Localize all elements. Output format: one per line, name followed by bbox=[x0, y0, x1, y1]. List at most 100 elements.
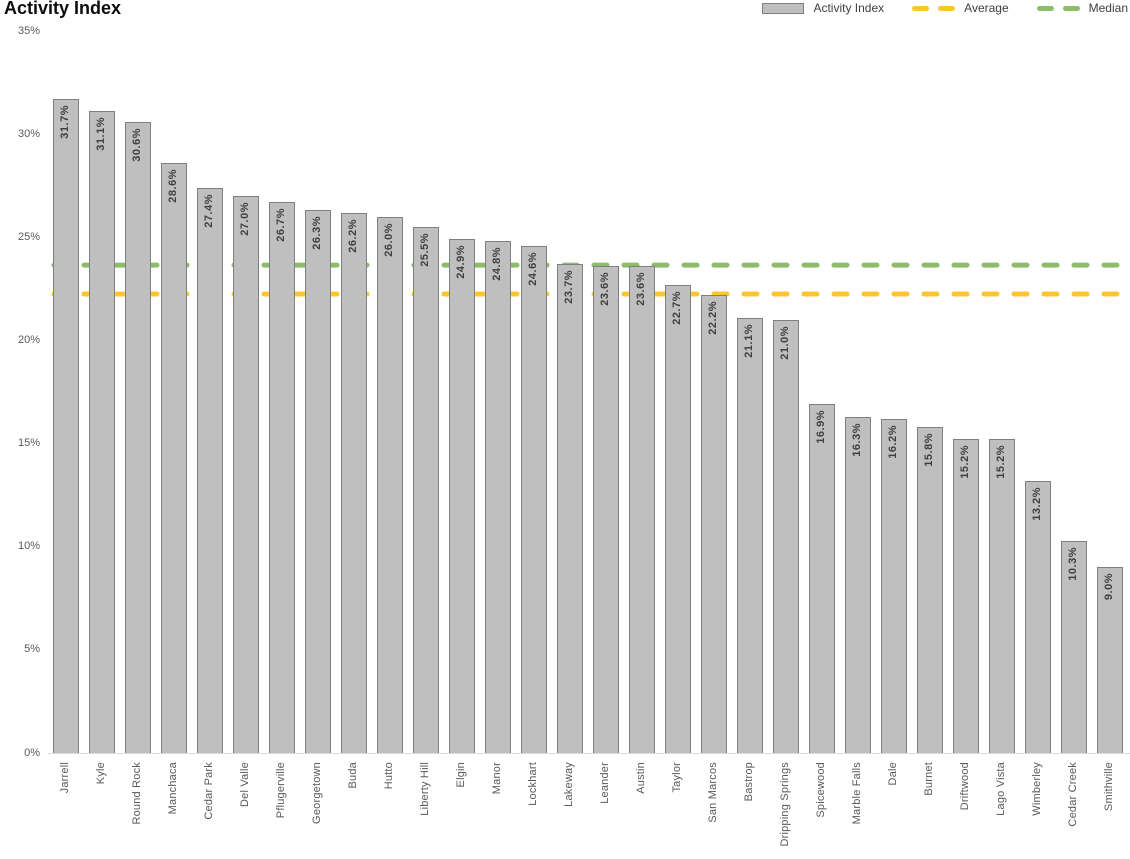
category-label: Burnet bbox=[922, 762, 935, 796]
bar-value-label: 15.2% bbox=[958, 445, 971, 480]
bar bbox=[557, 264, 583, 753]
legend-item-average: Average bbox=[912, 1, 1009, 15]
legend-label-activity-index: Activity Index bbox=[813, 1, 885, 15]
bar-value-label: 13.2% bbox=[1030, 486, 1043, 521]
bar bbox=[305, 210, 331, 753]
category-label: Spicewood bbox=[814, 762, 827, 818]
category-label: Liberty Hill bbox=[418, 762, 431, 816]
bar-value-label: 22.7% bbox=[670, 290, 683, 325]
category-label: San Marcos bbox=[706, 762, 719, 823]
legend-item-activity-index: Activity Index bbox=[762, 1, 884, 15]
bar-value-label: 30.6% bbox=[130, 127, 143, 162]
bar bbox=[845, 416, 871, 753]
category-label: Smithville bbox=[1102, 762, 1115, 812]
category-label: Bastrop bbox=[742, 762, 755, 802]
bar bbox=[161, 163, 187, 753]
bar-value-label: 26.2% bbox=[346, 218, 359, 253]
bar bbox=[773, 319, 799, 753]
category-label: Elgin bbox=[454, 762, 467, 788]
bar bbox=[701, 295, 727, 753]
y-axis-tick-label: 5% bbox=[24, 643, 40, 656]
category-label: Marble Falls bbox=[850, 762, 863, 825]
category-label: Driftwood bbox=[958, 762, 971, 811]
bar-value-label: 24.9% bbox=[454, 245, 467, 280]
category-label: Hutto bbox=[382, 762, 395, 790]
category-label: Del Valle bbox=[238, 762, 251, 808]
bar bbox=[1061, 540, 1087, 753]
category-label: Lockhart bbox=[526, 762, 539, 806]
bar bbox=[53, 99, 79, 753]
category-label: Cedar Creek bbox=[1066, 762, 1079, 827]
y-axis-tick-label: 30% bbox=[17, 127, 40, 140]
category-label: Manchaca bbox=[166, 762, 179, 815]
bar-swatch-icon bbox=[762, 2, 805, 14]
bar bbox=[1097, 567, 1123, 753]
category-label: Georgetown bbox=[310, 762, 323, 824]
chart-title: Activity Index bbox=[4, 0, 122, 18]
bar-value-label: 26.7% bbox=[274, 208, 287, 242]
y-axis-tick-label: 35% bbox=[17, 24, 40, 37]
bar-value-label: 24.8% bbox=[490, 247, 503, 282]
bar-value-label: 9.0% bbox=[1102, 573, 1115, 601]
category-label: Taylor bbox=[670, 762, 683, 793]
category-label: Manor bbox=[490, 762, 503, 795]
dash-segment bbox=[1062, 5, 1080, 11]
bar bbox=[593, 266, 619, 753]
bar-value-label: 26.3% bbox=[310, 216, 323, 251]
category-label: Dale bbox=[886, 762, 899, 786]
bar-value-label: 31.7% bbox=[58, 105, 71, 139]
bar-value-label: 15.2% bbox=[994, 445, 1007, 480]
bar bbox=[197, 187, 223, 753]
bar-value-label: 23.6% bbox=[598, 272, 611, 306]
bar bbox=[737, 317, 763, 753]
bar bbox=[449, 239, 475, 753]
category-label: Leander bbox=[598, 762, 611, 804]
category-label: Jarrell bbox=[58, 762, 71, 794]
bar-value-label: 16.3% bbox=[850, 422, 863, 457]
category-label: Kyle bbox=[94, 762, 107, 785]
legend-label-median: Median bbox=[1088, 1, 1128, 15]
bar bbox=[233, 196, 259, 753]
dash-segment bbox=[1036, 5, 1054, 11]
category-label: Austin bbox=[634, 762, 647, 794]
average-dash-icon bbox=[912, 5, 956, 11]
bar bbox=[881, 418, 907, 753]
bar bbox=[413, 226, 439, 753]
bar bbox=[341, 212, 367, 753]
y-axis-tick-label: 10% bbox=[17, 540, 40, 553]
category-label: Buda bbox=[346, 762, 359, 789]
category-label: Wimberley bbox=[1030, 762, 1043, 816]
bar bbox=[917, 427, 943, 753]
category-label: Lakeway bbox=[562, 762, 575, 807]
category-label: Round Rock bbox=[130, 762, 143, 825]
bar bbox=[665, 284, 691, 753]
legend-item-median: Median bbox=[1036, 1, 1128, 15]
category-label: Lago Vista bbox=[994, 762, 1007, 816]
bar bbox=[269, 202, 295, 753]
bar-value-label: 22.2% bbox=[706, 301, 719, 335]
median-dash-icon bbox=[1036, 5, 1080, 11]
bar bbox=[953, 439, 979, 753]
x-axis-line bbox=[48, 753, 1130, 754]
bar-value-label: 10.3% bbox=[1066, 546, 1079, 581]
legend-label-average: Average bbox=[964, 1, 1009, 15]
bar bbox=[521, 245, 547, 753]
bar bbox=[125, 121, 151, 753]
bar-value-label: 25.5% bbox=[418, 232, 431, 267]
bar-value-label: 27.4% bbox=[202, 193, 215, 228]
bar-value-label: 23.6% bbox=[634, 272, 647, 306]
y-axis-tick-label: 20% bbox=[17, 333, 40, 346]
bar-value-label: 26.0% bbox=[382, 222, 395, 257]
bar bbox=[377, 216, 403, 753]
bar-value-label: 15.8% bbox=[922, 433, 935, 467]
category-label: Cedar Park bbox=[202, 762, 215, 820]
bar bbox=[89, 111, 115, 753]
bar-value-label: 24.6% bbox=[526, 251, 539, 286]
bar-value-label: 16.2% bbox=[886, 424, 899, 459]
dash-segment bbox=[912, 5, 930, 11]
bar bbox=[989, 439, 1015, 753]
bar-value-label: 16.9% bbox=[814, 410, 827, 445]
bar-value-label: 27.0% bbox=[238, 202, 251, 236]
y-axis-tick-label: 0% bbox=[24, 746, 40, 759]
